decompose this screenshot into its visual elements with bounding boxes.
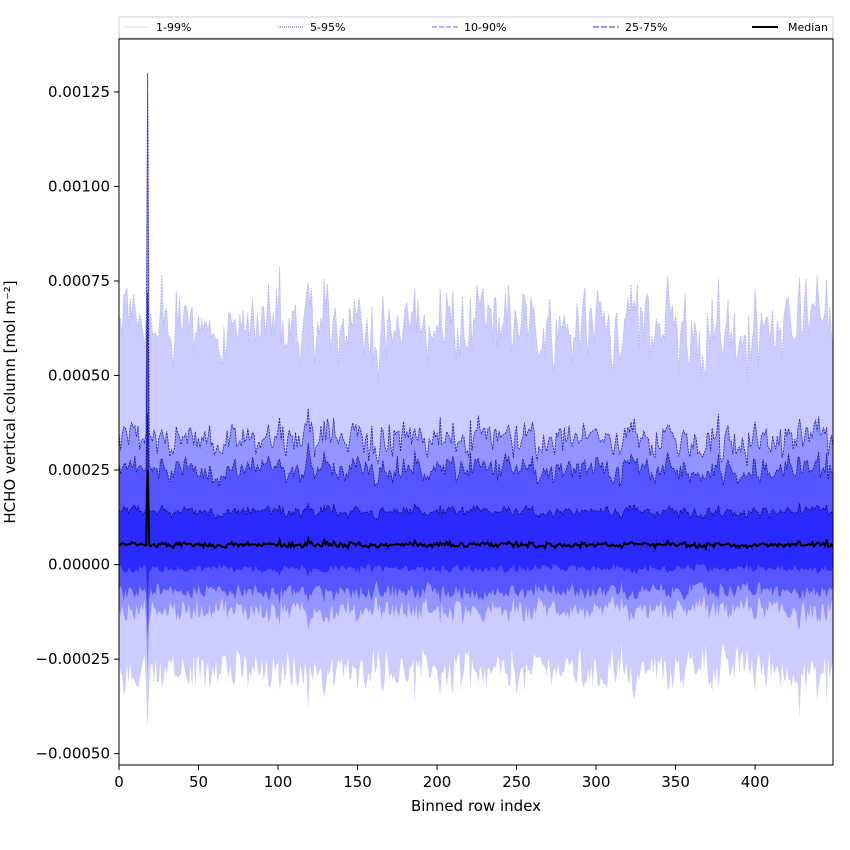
x-tick-label: 0	[114, 773, 124, 791]
x-tick-label: 200	[423, 773, 452, 791]
legend-label-Median: Median	[788, 21, 828, 34]
x-tick-label: 150	[343, 773, 372, 791]
y-tick-label: 0.00050	[48, 367, 110, 385]
median-line	[119, 470, 833, 551]
x-axis: 0 50 100 150 200 250 300 350 400	[114, 765, 769, 791]
y-axis-label: HCHO vertical column [mol m⁻²]	[1, 280, 19, 523]
x-tick-label: 100	[264, 773, 293, 791]
x-tick-label: 250	[502, 773, 531, 791]
x-tick-label: 50	[189, 773, 208, 791]
x-tick-label: 400	[741, 773, 770, 791]
x-tick-label: 300	[582, 773, 611, 791]
band-upper-line-10-90%	[119, 292, 833, 488]
y-tick-label: 0.00125	[48, 83, 110, 101]
y-axis: −0.00050 −0.00025 0.00000 0.00025 0.00050 0.0…	[35, 83, 119, 763]
band-upper-line-25-75%	[119, 413, 833, 521]
plot-frame	[118, 38, 834, 766]
y-tick-label: −0.00025	[35, 650, 110, 668]
legend: 1-99% 5-95% 10-90% 25-75% Median	[118, 16, 834, 39]
legend-frame	[118, 16, 834, 39]
y-tick-label: 0.00025	[48, 461, 110, 479]
y-tick-label: −0.00050	[35, 745, 110, 763]
y-tick-label: 0.00100	[48, 177, 110, 195]
band-upper-line-1-99%	[119, 73, 833, 383]
x-tick-label: 350	[661, 773, 690, 791]
x-axis-label: Binned row index	[411, 797, 541, 815]
legend-label-25-75%: 25-75%	[625, 21, 667, 34]
y-tick-label: 0.00075	[48, 272, 110, 290]
band-area-25-75%	[119, 413, 833, 603]
legend-label-10-90%: 10-90%	[464, 21, 506, 34]
y-tick-label: 0.00000	[48, 556, 110, 574]
plot-area	[119, 73, 833, 728]
band-upper-line-5-95%	[119, 73, 833, 467]
legend-label-5-95%: 5-95%	[310, 21, 345, 34]
legend-label-1-99%: 1-99%	[156, 21, 191, 34]
